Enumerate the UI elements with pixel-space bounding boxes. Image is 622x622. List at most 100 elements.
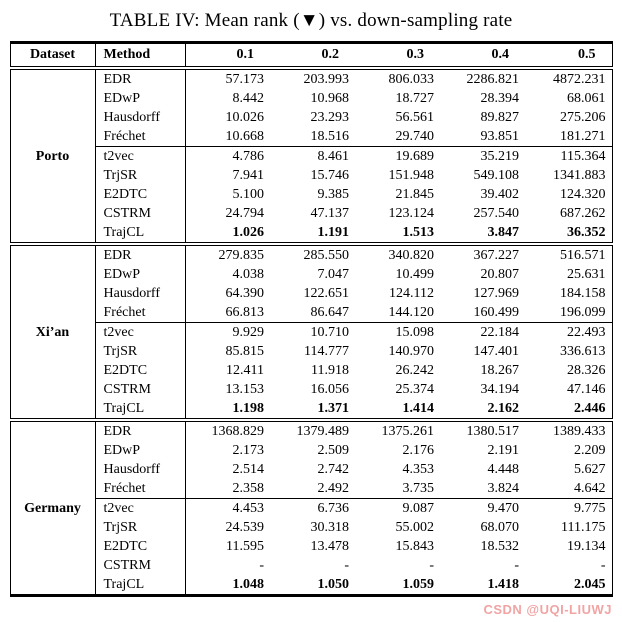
value-cell: 285.550: [270, 242, 355, 265]
value-cell: 24.794: [225, 206, 265, 221]
value-cell: 47.146: [567, 382, 606, 397]
value-cell: 1368.829: [185, 418, 270, 441]
value-cell: 56.561: [395, 110, 435, 125]
method-label: EDwP: [95, 89, 186, 108]
value-cell: 9.775: [525, 498, 612, 518]
method-label: EDR: [95, 242, 186, 265]
value-cell: 11.595: [226, 539, 264, 554]
value-cell: 22.493: [525, 322, 612, 342]
value-cell: 2.191: [487, 443, 520, 458]
value-cell: -: [429, 558, 434, 573]
table-row: EDwP 4.038 7.047 10.499 20.807 25.631: [10, 265, 612, 284]
value-cell: 9.929: [185, 322, 270, 342]
method-label: E2DTC: [95, 185, 186, 204]
value-cell: 21.845: [395, 187, 435, 202]
value-cell: 10.499: [395, 267, 435, 282]
value-cell: 367.227: [440, 242, 525, 265]
table-body: Porto EDR 57.173 203.993 806.033 2286.821 4872…: [10, 68, 612, 596]
value-cell: 18.532: [480, 539, 520, 554]
value-cell: 30.318: [310, 520, 350, 535]
value-cell: 3.735: [402, 481, 435, 496]
value-cell: 111.175: [561, 520, 606, 535]
value-cell: 18.267: [480, 363, 520, 378]
value-cell: 2.162: [487, 401, 520, 416]
value-cell: 12.411: [226, 363, 264, 378]
value-cell: 24.539: [225, 520, 265, 535]
value-cell: 2.209: [574, 443, 606, 458]
value-cell: 160.499: [473, 305, 520, 320]
value-cell: 22.184: [440, 322, 525, 342]
value-cell: 5.627: [574, 462, 606, 477]
method-label: Fréchet: [95, 127, 186, 147]
value-cell: 2.509: [317, 443, 350, 458]
value-cell: 25.631: [567, 267, 606, 282]
value-cell: 4.448: [487, 462, 520, 477]
value-cell: 18.727: [395, 91, 435, 106]
value-cell: 2.173: [232, 443, 265, 458]
value-cell: 16.056: [310, 382, 350, 397]
table-row: TrajCL 1.048 1.050 1.059 1.418 2.045: [10, 575, 612, 596]
value-cell: 64.390: [225, 286, 265, 301]
header-row: Dataset Method 0.1 0.2 0.3 0.4 0.5: [10, 42, 612, 70]
value-cell: -: [514, 558, 519, 573]
value-cell: 124.112: [389, 286, 434, 301]
table-row: E2DTC 12.411 11.918 26.242 18.267 28.326: [10, 361, 612, 380]
table-row: EDwP 2.173 2.509 2.176 2.191 2.209: [10, 441, 612, 460]
value-cell: 2.514: [232, 462, 265, 477]
value-cell: 549.108: [473, 168, 520, 183]
value-cell: 19.134: [567, 539, 606, 554]
value-cell: 1.050: [317, 577, 350, 592]
method-label: CSTRM: [95, 380, 186, 399]
dataset-label: Germany: [10, 418, 96, 596]
value-cell: 20.807: [480, 267, 520, 282]
table-row: t2vec 4.786 8.461 19.689 35.219 115.364: [10, 146, 612, 166]
value-cell: 34.194: [480, 382, 520, 397]
table-row: CSTRM 24.794 47.137 123.124 257.540 687.262: [10, 204, 612, 223]
value-cell: 275.206: [560, 110, 606, 125]
value-cell: 687.262: [560, 206, 606, 221]
column-header-rate-0.3: 0.3: [355, 42, 440, 70]
value-cell: 115.364: [525, 146, 612, 166]
csdn-watermark: CSDN @UQI-LIUWJ: [483, 602, 612, 617]
value-cell: 35.219: [440, 146, 525, 166]
value-cell: 144.120: [388, 305, 435, 320]
value-cell: 86.647: [310, 305, 350, 320]
table-row: TrjSR 24.539 30.318 55.002 68.070 111.175: [10, 518, 612, 537]
value-cell: 47.137: [310, 206, 350, 221]
table-caption: TABLE IV: Mean rank (▼) vs. down-samplin…: [109, 10, 513, 31]
value-cell: 1.371: [317, 401, 350, 416]
value-cell: 4.353: [402, 462, 435, 477]
method-label: E2DTC: [95, 361, 186, 380]
method-label: EDR: [95, 418, 186, 441]
value-cell: 4.038: [232, 267, 265, 282]
method-label: EDwP: [95, 441, 186, 460]
method-label: E2DTC: [95, 537, 186, 556]
value-cell: 2.045: [574, 577, 606, 592]
method-label: TrjSR: [95, 166, 186, 185]
value-cell: 15.098: [355, 322, 440, 342]
value-cell: 68.061: [567, 91, 606, 106]
table-row: Xi’an EDR 279.835 285.550 340.820 367.227 516.…: [10, 242, 612, 420]
value-cell: 23.293: [310, 110, 350, 125]
value-cell: 1379.489: [270, 418, 355, 441]
table-row: TrjSR 7.941 15.746 151.948 549.108 1341.883: [10, 166, 612, 185]
value-cell: -: [259, 558, 264, 573]
value-cell: 122.651: [303, 286, 350, 301]
method-label: Fréchet: [95, 303, 186, 323]
value-cell: 7.941: [232, 168, 265, 183]
value-cell: 1.513: [402, 225, 435, 240]
method-label: EDR: [95, 68, 186, 89]
value-cell: 4.453: [185, 498, 270, 518]
value-cell: 196.099: [560, 305, 606, 320]
value-cell: 39.402: [480, 187, 520, 202]
value-cell: 124.320: [560, 187, 606, 202]
value-cell: 2.742: [317, 462, 350, 477]
table-row: t2vec 4.453 6.736 9.087 9.470 9.775: [10, 498, 612, 518]
value-cell: 151.948: [388, 168, 435, 183]
table-row: Hausdorff 64.390 122.651 124.112 127.969 184.…: [10, 284, 612, 303]
value-cell: 89.827: [480, 110, 520, 125]
table-row: t2vec 9.929 10.710 15.098 22.184 22.493: [10, 322, 612, 342]
value-cell: 8.461: [270, 146, 355, 166]
value-cell: 9.470: [440, 498, 525, 518]
method-label: t2vec: [95, 322, 186, 342]
